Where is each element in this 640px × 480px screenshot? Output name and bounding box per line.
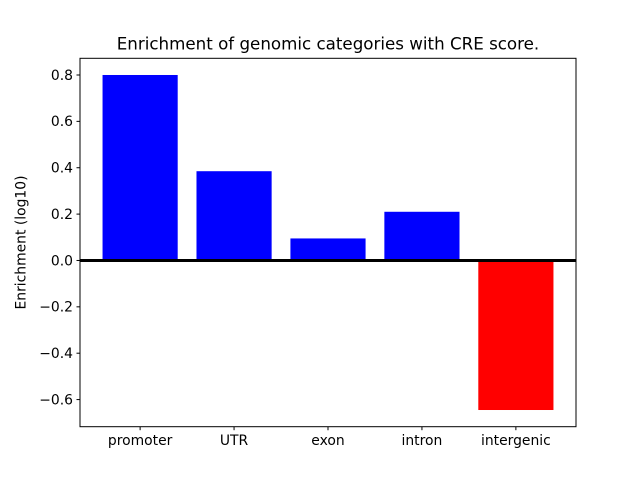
x-tick-label-intron: intron xyxy=(402,433,443,449)
y-tick-label: 0.0 xyxy=(51,253,73,269)
y-tick-label: 0.4 xyxy=(51,161,73,177)
bar-exon xyxy=(290,238,366,261)
axes-frame xyxy=(79,57,577,428)
y-tick-label: 0.2 xyxy=(51,207,73,223)
y-tick-label: 0.6 xyxy=(51,114,73,130)
chart-title: Enrichment of genomic categories with CR… xyxy=(117,34,539,54)
bar-UTR xyxy=(196,171,272,261)
x-tick-label-promoter: promoter xyxy=(108,433,173,449)
x-tick-label-UTR: UTR xyxy=(220,433,249,449)
x-tick-label-exon: exon xyxy=(311,433,344,449)
bar-promoter xyxy=(102,74,178,261)
y-tick-label: −0.4 xyxy=(39,346,73,362)
bar-intron xyxy=(384,211,460,261)
y-tick-label: −0.2 xyxy=(39,300,73,316)
y-axis-label: Enrichment (log10) xyxy=(14,175,30,309)
bar-intergenic xyxy=(478,260,554,411)
y-tick-label: −0.6 xyxy=(39,392,73,408)
plot-area: 0.8 0.6 0.4 0.2 0.0 −0.2 −0.4 −0.6 promoter UTR ex… xyxy=(39,57,577,449)
y-tick-label: 0.8 xyxy=(51,68,73,84)
x-tick-label-intergenic: intergenic xyxy=(481,433,551,449)
